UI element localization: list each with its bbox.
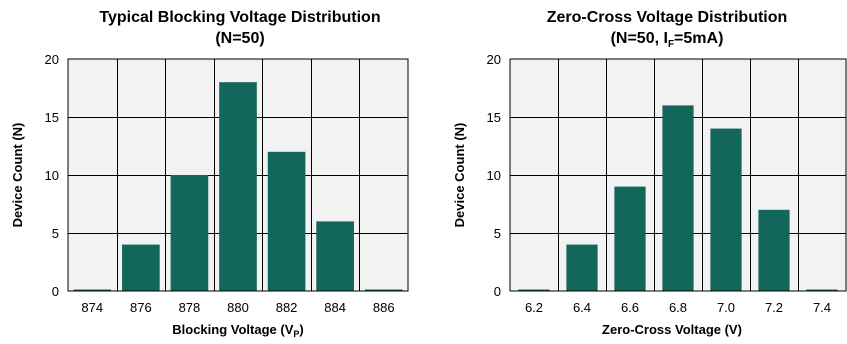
chart1-plot-frame [67, 58, 409, 292]
chart1-x-tick-label: 878 [179, 300, 201, 315]
chart1-x-axis-label-main: Blocking Voltage (V [172, 322, 293, 337]
chart2-bar-7.2 [758, 209, 790, 291]
chart2-y-tick-label: 20 [487, 52, 501, 67]
chart1-bar-884 [316, 221, 354, 291]
chart2-x-axis-label: Zero-Cross Voltage (V) [602, 322, 742, 337]
chart2-bar-7.0 [710, 128, 742, 291]
chart1-x-tick-label: 880 [227, 300, 249, 315]
chart1-bar-882 [267, 151, 306, 291]
chart1-y-tick-labels: 0 5 10 15 20 [45, 52, 59, 299]
chart2-plot-frame [509, 58, 847, 292]
chart1-x-tick-label: 884 [324, 300, 346, 315]
chart2-bars [518, 105, 838, 292]
chart2-x-tick-label: 7.4 [813, 300, 831, 315]
chart2-x-tick-label: 7.2 [765, 300, 783, 315]
chart1-y-tick-label: 5 [52, 226, 59, 241]
chart1-x-tick-label: 874 [81, 300, 103, 315]
chart2-bar-6.2 [518, 289, 550, 291]
chart2-y-tick-label: 15 [487, 110, 501, 125]
chart1-x-tick-label: 876 [130, 300, 152, 315]
chart2-gridlines [510, 59, 846, 291]
chart2-x-tick-label: 6.6 [621, 300, 639, 315]
chart2-x-tick-label: 6.4 [573, 300, 591, 315]
chart2-subtitle-prefix: (N=50, I [611, 30, 668, 47]
chart1-bar-876 [122, 244, 160, 291]
chart2-bar-6.6 [614, 186, 646, 291]
chart1-x-tick-label: 886 [373, 300, 395, 315]
chart2-y-tick-labels: 0 5 10 15 20 [487, 52, 501, 299]
chart2-bar-6.8 [662, 105, 694, 292]
chart1-y-tick-label: 10 [45, 168, 59, 183]
chart1-bar-880 [219, 82, 257, 291]
chart1-x-axis-label: Blocking Voltage (VP) [172, 322, 303, 339]
zero-cross-voltage-chart: Zero-Cross Voltage Distribution (N=50, I… [452, 9, 847, 337]
blocking-voltage-chart: Typical Blocking Voltage Distribution (N… [10, 9, 409, 339]
chart2-bar-7.4 [806, 289, 838, 291]
chart1-x-axis-label-subscript: P [293, 329, 299, 339]
chart1-y-axis-label: Device Count (N) [10, 123, 25, 228]
chart1-y-tick-label: 15 [45, 110, 59, 125]
chart2-y-tick-label: 5 [494, 226, 501, 241]
chart1-bar-878 [170, 175, 209, 291]
chart1-bar-874 [73, 289, 112, 291]
chart2-subtitle-subscript: F [668, 39, 674, 50]
chart2-y-axis-label: Device Count (N) [452, 123, 467, 228]
chart1-x-tick-label: 882 [276, 300, 298, 315]
chart1-bar-886 [364, 289, 403, 291]
chart2-x-tick-label: 7.0 [717, 300, 735, 315]
chart1-title: Typical Blocking Voltage Distribution [99, 9, 380, 26]
chart1-x-tick-labels: 874 876 878 880 882 884 886 [81, 300, 394, 315]
chart2-x-tick-label: 6.2 [525, 300, 543, 315]
chart1-y-tick-label: 0 [52, 284, 59, 299]
chart2-y-tick-label: 10 [487, 168, 501, 183]
chart2-subtitle: (N=50, IF=5mA) [611, 30, 724, 50]
chart2-bar-6.4 [566, 244, 598, 291]
chart2-y-tick-label: 0 [494, 284, 501, 299]
chart1-bars [73, 82, 403, 291]
chart1-y-tick-label: 20 [45, 52, 59, 67]
chart2-subtitle-suffix: =5mA) [674, 30, 723, 47]
chart1-subtitle: (N=50) [215, 30, 264, 47]
chart2-title: Zero-Cross Voltage Distribution [547, 9, 788, 26]
chart2-x-tick-label: 6.8 [669, 300, 687, 315]
chart1-x-axis-label-suffix: ) [299, 322, 303, 337]
chart2-x-tick-labels: 6.2 6.4 6.6 6.8 7.0 7.2 7.4 [525, 300, 831, 315]
